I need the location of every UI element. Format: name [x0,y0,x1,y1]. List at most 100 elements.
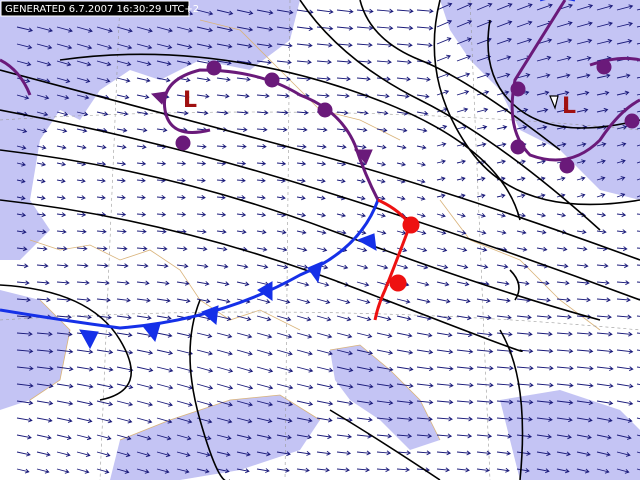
wind-arrow [236,315,252,322]
wind-arrow [636,451,640,454]
wind-arrow [76,383,94,389]
wind-arrow [276,59,292,65]
wind-arrow [476,331,493,337]
wind-arrow [416,230,427,235]
wind-arrow [556,348,574,354]
wind-arrow [556,365,574,371]
wind-arrow [376,212,386,218]
wind-arrow [456,176,466,182]
wind-arrow [356,467,370,473]
wind-arrow [236,451,251,457]
wind-arrow [96,349,114,355]
wind-arrow [176,211,187,217]
wind-arrow [356,433,373,439]
wind-arrow [236,9,254,16]
wind-arrow [236,434,252,440]
wind-arrow [36,417,53,423]
wind-arrow [316,9,334,15]
wind-arrow [456,416,473,422]
wind-arrow [376,144,387,150]
wind-arrow [576,246,588,252]
wind-arrow [56,366,74,372]
wind-arrow [76,111,89,117]
wind-arrow [296,417,313,423]
wind-arrow [96,229,107,234]
wind-arrow [336,59,352,65]
wind-arrow [116,43,133,50]
wind-arrow [296,195,306,201]
wind-arrow [196,43,213,49]
wind-arrow [616,468,630,474]
wind-arrow [56,195,66,201]
wind-arrow [96,263,109,269]
wind-arrow [276,247,288,252]
wind-arrow [456,433,473,439]
wind-arrow [176,417,193,424]
wind-arrow [536,107,549,113]
wind-arrow [36,229,47,235]
wind-arrow [236,400,253,407]
wind-arrow [536,142,547,148]
wind-arrow [216,93,230,99]
wind-arrow [376,433,393,439]
wind-arrow [556,280,570,286]
wind-arrow [216,281,230,287]
wind-arrow [496,159,507,165]
wind-arrow [216,9,234,16]
wind-arrow [436,89,450,96]
wind-arrow [396,127,408,133]
wind-arrow [476,247,488,252]
wind-arrow [176,451,191,457]
wind-arrow [436,230,447,235]
wind-arrow [16,383,34,388]
occluded-front [0,0,640,201]
wind-arrow [276,349,293,356]
wind-arrow [496,450,512,456]
wind-arrow [536,382,554,388]
wind-arrow [276,93,290,99]
wind-arrow [236,178,246,183]
wind-arrow [236,127,248,132]
wind-arrow [176,93,190,99]
wind-arrow [516,73,531,79]
wind-arrow [556,331,573,337]
wind-arrow [576,365,594,371]
wind-arrow [116,315,132,320]
wind-arrow [376,8,394,14]
wind-arrow [476,230,487,235]
wind-arrow [116,229,127,234]
wind-arrow [16,161,26,167]
wind-arrow [436,213,446,218]
wind-arrow [416,110,429,116]
wind-arrow [56,111,69,117]
wind-arrow [216,110,229,116]
wind-arrow [496,433,513,439]
wind-arrow [296,178,306,184]
wind-arrow [536,348,554,354]
wind-arrow [556,314,572,320]
wind-arrow [16,348,34,354]
wind-arrow [536,451,551,457]
wind-arrow [576,90,590,96]
wind-arrow [376,416,393,422]
wind-arrow [576,400,594,406]
wind-arrow [276,451,291,457]
wind-arrow [396,59,412,65]
wind-arrow [536,468,550,474]
wind-arrow [536,365,554,371]
wind-arrow [496,297,511,303]
wind-arrow [196,332,213,339]
wind-arrow [36,144,47,150]
wind-arrow [316,366,334,373]
wind-arrow [576,73,591,79]
wind-arrow [236,26,254,32]
wind-arrow [136,127,148,133]
wind-arrow [496,416,513,422]
wind-arrow [476,450,492,456]
wind-arrow [136,315,152,321]
wind-arrow [276,110,289,116]
wind-arrow [196,281,210,286]
wind-arrow [256,417,273,424]
wind-arrow [236,229,247,235]
wind-arrow [96,332,113,338]
